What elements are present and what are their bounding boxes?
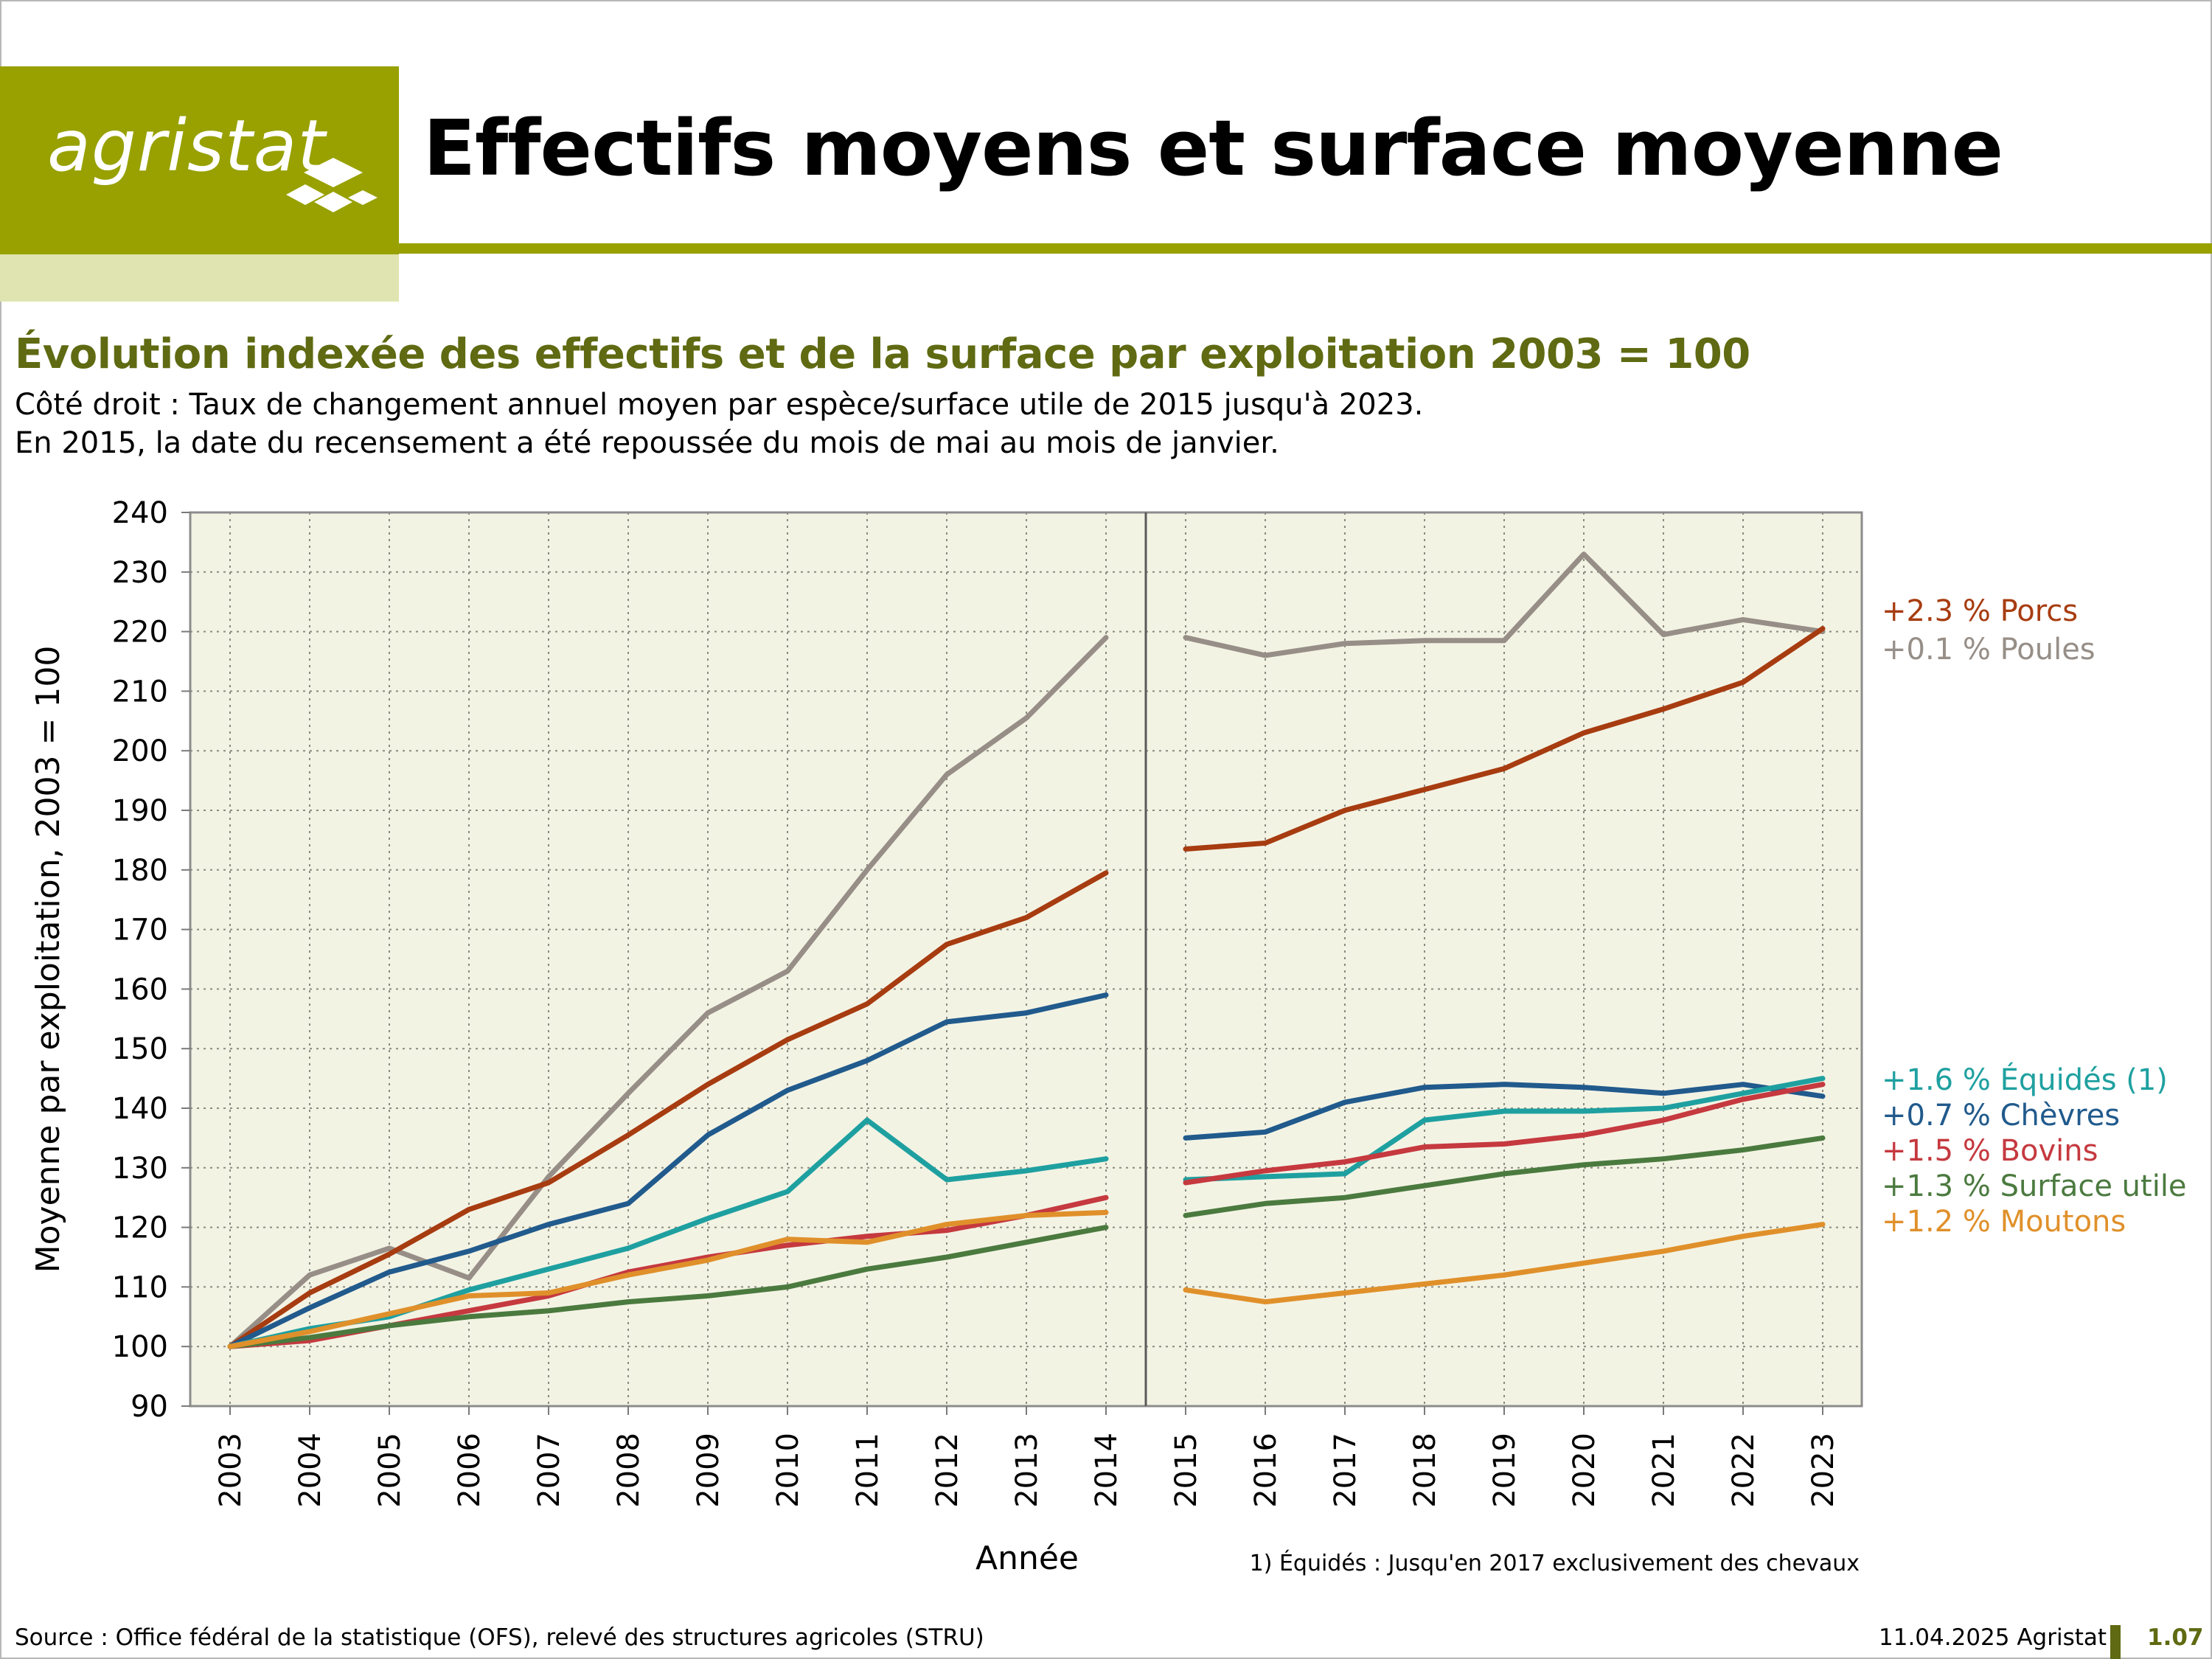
y-tick-label: 210 — [112, 675, 168, 709]
x-tick-label: 2019 — [1488, 1433, 1522, 1508]
x-tick-label: 2017 — [1329, 1433, 1363, 1508]
series-line — [227, 1209, 1109, 1349]
grid-lines — [190, 512, 1862, 1406]
x-tick-label: 2009 — [692, 1433, 726, 1508]
x-tick-label: 2003 — [214, 1433, 248, 1508]
y-tick-label: 190 — [112, 794, 168, 828]
page-number: 1.07 — [2147, 1624, 2204, 1651]
series-line — [1183, 1082, 1826, 1141]
x-tick-label: 2023 — [1806, 1433, 1840, 1508]
x-tick-label: 2020 — [1568, 1433, 1601, 1508]
series-line — [1183, 626, 1826, 852]
series-rate-label: +1.6 % Équidés (1) — [1882, 1062, 2168, 1097]
series-line — [1183, 1135, 1826, 1218]
y-tick-label: 120 — [112, 1211, 168, 1245]
series-rate-label: +2.3 % Porcs — [1882, 594, 2078, 628]
series-line — [1183, 1082, 1826, 1186]
series-line — [227, 992, 1109, 1349]
y-axis-ticks: 90 100 110 120 130 140 150 160 170 180 190 200 210 22… — [112, 496, 190, 1424]
series-line — [227, 870, 1109, 1349]
page-title: Effectifs moyens et surface moyenne — [423, 103, 2003, 193]
x-axis-ticks: 2003 2004 2005 2006 2007 2008 2009 2010 2011 2012… — [214, 1406, 1840, 1508]
y-tick-label: 230 — [112, 556, 168, 590]
y-tick-label: 90 — [131, 1390, 168, 1424]
x-tick-label: 2012 — [931, 1433, 964, 1508]
x-tick-label: 2022 — [1727, 1433, 1761, 1508]
series-rate-label: +0.1 % Poules — [1882, 633, 2096, 667]
header-rule — [399, 243, 2212, 254]
chart-footnote: 1) Équidés : Jusqu'en 2017 exclusivement… — [1250, 1550, 1860, 1576]
x-tick-label: 2014 — [1090, 1433, 1124, 1508]
x-tick-label: 2021 — [1647, 1433, 1681, 1508]
series-rate-label: +1.3 % Surface utile — [1882, 1169, 2187, 1203]
series-line — [1183, 552, 1826, 658]
y-axis-label: Moyenne par exploitation, 2003 = 100 — [29, 646, 67, 1273]
series-rate-label: +0.7 % Chèvres — [1882, 1099, 2120, 1133]
y-tick-label: 110 — [112, 1270, 168, 1304]
x-tick-label: 2011 — [851, 1433, 885, 1508]
y-tick-label: 220 — [112, 616, 168, 650]
chart-subtitle: Évolution indexée des effectifs et de la… — [15, 330, 1750, 378]
x-tick-label: 2016 — [1249, 1433, 1283, 1508]
chart-note-1: Côté droit : Taux de changement annuel m… — [15, 388, 1424, 422]
x-tick-label: 2013 — [1010, 1433, 1044, 1508]
x-tick-label: 2007 — [532, 1433, 566, 1508]
series-rate-label: +1.5 % Bovins — [1882, 1134, 2098, 1168]
series-line — [227, 635, 1109, 1349]
x-tick-label: 2010 — [771, 1433, 805, 1508]
x-tick-label: 2004 — [293, 1433, 327, 1508]
source-note: Source : Office fédéral de la statistiqu… — [15, 1624, 984, 1651]
logo-mark-icon — [286, 158, 378, 212]
y-tick-label: 160 — [112, 973, 168, 1006]
y-tick-label: 180 — [112, 854, 168, 888]
footer-date: 11.04.2025 Agristat — [1879, 1624, 2107, 1651]
y-tick-label: 140 — [112, 1092, 168, 1126]
x-tick-label: 2006 — [453, 1433, 487, 1508]
x-tick-label: 2008 — [612, 1433, 646, 1508]
rate-labels: +2.3 % Porcs +0.1 % Poules +1.6 % Équidés … — [1882, 594, 2187, 1239]
x-axis-label: Année — [975, 1540, 1079, 1577]
y-tick-label: 100 — [112, 1330, 168, 1364]
y-tick-label: 200 — [112, 734, 168, 768]
y-tick-label: 240 — [112, 496, 168, 530]
y-tick-label: 170 — [112, 914, 168, 947]
chart-note-2: En 2015, la date du recensement a été re… — [15, 426, 1279, 460]
x-tick-label: 2018 — [1408, 1433, 1442, 1508]
y-tick-label: 150 — [112, 1032, 168, 1066]
x-tick-label: 2005 — [373, 1433, 407, 1508]
y-tick-label: 130 — [112, 1152, 168, 1186]
logo-underlay — [0, 254, 399, 302]
series-line — [1183, 1076, 1826, 1183]
footer-divider — [2110, 1625, 2121, 1659]
series-lines — [227, 552, 1826, 1349]
series-rate-label: +1.2 % Moutons — [1882, 1205, 2126, 1239]
x-tick-label: 2015 — [1169, 1433, 1203, 1508]
logo-text: agristat — [47, 105, 327, 187]
series-line — [1183, 1222, 1826, 1305]
series-line — [227, 1225, 1109, 1349]
